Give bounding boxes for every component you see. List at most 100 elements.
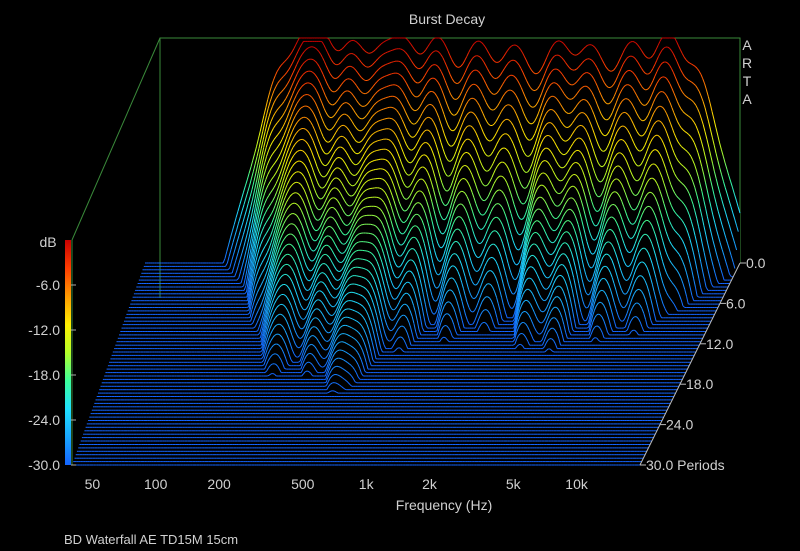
slice-segment [627,70,629,71]
slice-segment [418,203,420,204]
slice-segment [403,222,405,223]
slice-segment [631,224,633,225]
slice-segment [389,62,391,63]
slice-segment [373,160,375,161]
slice-segment [345,225,347,226]
slice-segment [302,139,304,140]
slice-segment [331,207,333,208]
slice-segment [385,87,387,88]
slice-segment [388,85,390,86]
slice-segment [335,64,337,65]
slice-segment [348,205,350,206]
slice-segment [626,85,628,86]
slice-segment [630,42,632,43]
chart-title: Burst Decay [409,11,485,27]
slice-segment [379,120,381,121]
slice-segment [395,49,397,50]
slice-segment [385,97,387,98]
slice-segment [387,139,389,140]
slice-segment [386,108,388,109]
slice-segment [633,210,635,211]
side-frame-top [72,38,160,240]
slice-segment [409,162,411,163]
slice-segment [610,229,612,230]
slice-segment [304,129,306,130]
slice-segment [355,164,357,165]
slice-segment [307,71,309,72]
slice-segment [399,61,401,62]
slice-segment [431,78,433,79]
slice-segment [557,206,559,207]
slice-segment [383,98,385,99]
slice-segment [611,217,613,218]
slice-segment [298,172,300,173]
slice-segment [347,215,349,216]
slice-segment [405,210,407,211]
slice-segment [381,139,383,140]
slice-segment [588,45,590,46]
slice-segment [381,179,383,180]
slice-segment [354,175,356,176]
slice-segment [382,109,384,110]
slice-segment [349,195,351,196]
slice-segment [629,56,631,57]
slice-segment [349,79,351,80]
slice-segment [613,204,615,205]
slice-segment [351,66,353,67]
slice-segment [420,54,422,55]
slice-segment [400,49,402,50]
slice-segment [393,49,395,50]
slice-segment [382,119,384,120]
slice-segment [247,307,249,308]
slice-segment [447,176,449,177]
slice-segment [369,189,371,190]
slice-segment [370,179,372,180]
slice-segment [383,169,385,170]
slice-segment [616,179,618,180]
slice-segment [602,151,604,152]
slice-segment [297,182,299,183]
slice-segment [351,195,353,196]
slice-segment [417,214,419,215]
slice-segment [419,191,421,192]
slice-segment [387,97,389,98]
slice-segment [336,78,338,79]
slice-segment [388,63,390,64]
slice-segment [649,58,651,59]
slice-segment [529,140,531,141]
slice-segment [480,229,482,230]
slice-segment [646,89,648,90]
slice-segment [559,193,561,194]
slice-segment [353,185,355,186]
slice-segment [562,167,564,168]
slice-segment [348,91,350,92]
slice-segment [386,75,388,76]
slice-segment [418,54,420,55]
slice-segment [382,99,384,100]
slice-segment [390,74,392,75]
slice-segment [422,167,424,168]
slice-segment [353,40,355,41]
slice-segment [604,135,606,136]
slice-segment [379,130,381,131]
slice-segment [531,123,533,124]
slice-segment [303,106,305,107]
slice-segment [374,151,376,152]
slice-segment [378,140,380,141]
slice-segment [300,161,302,162]
slice-segment [391,62,393,63]
slice-segment [478,243,480,244]
slice-segment [373,170,375,171]
slice-segment [368,180,370,181]
slice-segment [331,105,333,106]
slice-segment [296,193,298,194]
slice-segment [384,159,386,160]
slice-segment [379,140,381,141]
slice-segment [239,283,241,284]
slice-segment [390,38,392,39]
slice-segment [377,131,379,132]
slice-segment [376,150,378,151]
slice-segment [415,226,417,227]
slice-segment [381,120,383,121]
